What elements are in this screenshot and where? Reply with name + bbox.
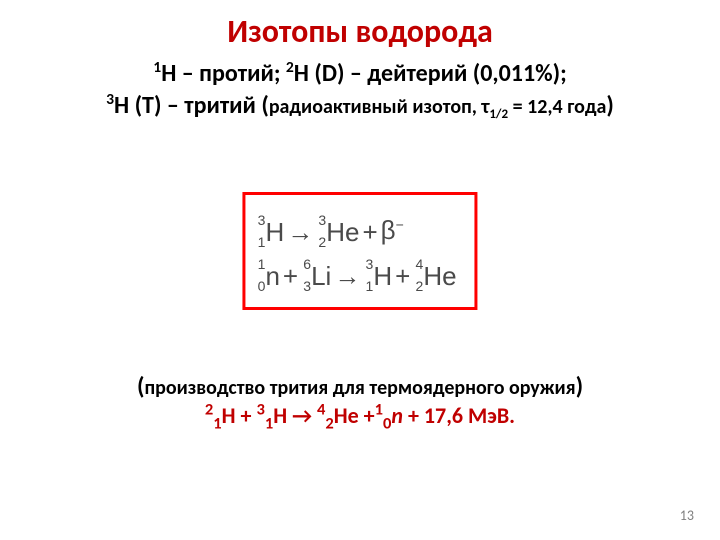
nuclide-he4: 4 2 He	[423, 255, 456, 297]
slide-title: Изотопы водорода	[0, 12, 720, 51]
fusion-equation: 21H + 31H → 42He +10n + 17,6 МэВ.	[0, 403, 720, 429]
deuterium-label: дейтерий (0,011%);	[367, 59, 566, 88]
nuclide-h3-b: 3 1 H	[373, 255, 392, 297]
nuclide-li6: 6 3 Li	[311, 255, 331, 297]
equation-box: 3 1 H → 3 2 He +β− 1 0 n + 6 3 Li → 3 1 …	[242, 192, 477, 310]
deuterium-mass-number: 2	[286, 58, 294, 77]
protium-label: протий;	[199, 59, 280, 88]
tritium-mass-number: 3	[106, 90, 114, 109]
tritium-symbol: H (T)	[114, 91, 161, 120]
plus-icon: +	[280, 255, 301, 297]
nuclide-neutron: 1 0 n	[265, 255, 279, 297]
protium-symbol: H	[161, 59, 176, 88]
beta-particle: β−	[381, 215, 404, 245]
arrow-icon: →	[331, 255, 363, 297]
deuterium-symbol: H (D)	[294, 59, 345, 88]
plus-icon: +	[392, 255, 413, 297]
page-number: 13	[680, 507, 694, 524]
nuclide-h3: 3 1 H	[265, 211, 284, 253]
equation-beta-decay: 3 1 H → 3 2 He +β−	[255, 203, 456, 253]
isotope-description: 1H – протий; 2H (D) – дейтерий (0,011%);…	[30, 58, 690, 123]
nuclide-he3: 3 2 He	[326, 211, 359, 253]
tritium-label: тритий	[184, 91, 256, 120]
slide: Изотопы водорода 1H – протий; 2H (D) – д…	[0, 0, 720, 540]
production-note: (производство трития для термоядерного о…	[30, 375, 690, 399]
tritium-detail: радиоактивный изотоп, τ1/2 = 12,4 года	[269, 95, 607, 119]
equation-lithium-reaction: 1 0 n + 6 3 Li → 3 1 H + 4 2 He	[255, 253, 456, 297]
